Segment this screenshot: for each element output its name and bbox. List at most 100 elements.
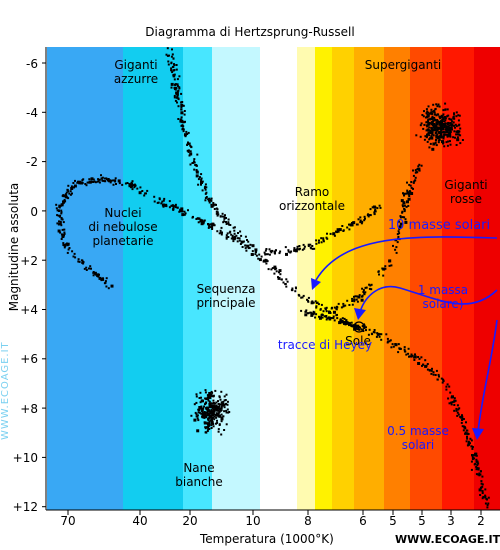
star: [117, 179, 121, 183]
star: [451, 124, 454, 127]
star: [403, 194, 406, 197]
star: [434, 132, 437, 134]
color-band: [474, 47, 500, 510]
star: [434, 118, 437, 121]
star: [237, 232, 239, 234]
star: [363, 219, 366, 222]
star: [173, 86, 176, 89]
star: [320, 315, 323, 318]
star: [208, 414, 211, 417]
star: [462, 429, 465, 432]
star: [422, 363, 424, 366]
star: [443, 126, 446, 129]
star: [406, 200, 409, 204]
star: [197, 411, 200, 414]
star: [70, 185, 73, 188]
star: [450, 126, 453, 129]
y-tick-label: +6: [20, 352, 38, 366]
label-sole: Sole: [345, 334, 371, 348]
star: [414, 353, 416, 356]
star: [457, 114, 460, 117]
star: [401, 216, 404, 219]
star: [63, 246, 66, 249]
star: [223, 217, 226, 220]
star: [93, 271, 97, 275]
star: [365, 286, 368, 289]
star: [486, 504, 489, 507]
star: [395, 239, 398, 242]
star: [232, 238, 235, 241]
star: [233, 226, 236, 229]
star: [176, 85, 179, 87]
star: [471, 447, 474, 450]
star: [184, 135, 187, 138]
star: [402, 205, 404, 208]
star: [232, 240, 235, 243]
star: [325, 310, 328, 313]
star: [453, 397, 456, 400]
star: [417, 362, 421, 365]
track-1-arrowhead: [354, 308, 366, 320]
star: [439, 128, 442, 131]
star: [451, 395, 454, 399]
star: [209, 392, 212, 395]
star: [66, 188, 69, 191]
star: [403, 346, 406, 349]
star: [55, 207, 58, 210]
star: [376, 332, 380, 336]
star: [275, 267, 278, 270]
star: [457, 124, 460, 127]
star: [406, 181, 408, 184]
star: [165, 53, 168, 56]
star: [205, 407, 208, 409]
star: [184, 212, 187, 215]
star: [459, 416, 462, 418]
star: [326, 317, 329, 320]
star: [226, 232, 229, 235]
star: [442, 137, 445, 140]
star: [201, 413, 204, 416]
star: [444, 108, 447, 111]
star: [223, 429, 226, 431]
star: [477, 468, 480, 471]
star: [200, 219, 204, 223]
star: [224, 403, 227, 406]
star: [439, 117, 442, 120]
star: [403, 192, 406, 195]
star: [321, 314, 324, 316]
star: [434, 125, 438, 129]
star: [180, 124, 183, 127]
star: [476, 461, 479, 463]
star: [217, 430, 220, 433]
star: [462, 418, 465, 420]
star: [384, 265, 387, 268]
star: [59, 222, 62, 225]
star: [310, 301, 314, 305]
star: [211, 223, 215, 227]
star: [364, 291, 367, 294]
star: [217, 406, 220, 409]
star: [453, 130, 456, 133]
star: [112, 183, 115, 186]
star: [228, 223, 230, 226]
star: [230, 237, 233, 240]
star: [163, 197, 166, 200]
star: [446, 128, 450, 132]
star: [358, 294, 361, 297]
star: [215, 212, 218, 215]
star: [458, 130, 461, 133]
star: [346, 226, 349, 229]
star: [421, 114, 424, 116]
star: [275, 249, 277, 252]
star: [357, 218, 360, 221]
star: [218, 423, 221, 426]
star: [408, 183, 411, 186]
star: [271, 249, 274, 252]
label-giganti-azzurre: Giganti azzurre: [113, 58, 159, 86]
star: [423, 110, 425, 113]
star: [225, 409, 228, 412]
star: [203, 219, 206, 222]
star: [357, 295, 361, 299]
star: [437, 141, 440, 144]
star: [452, 136, 455, 139]
